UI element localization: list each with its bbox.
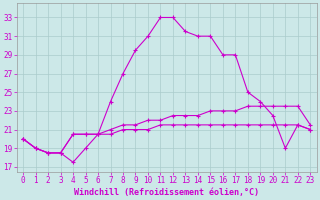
X-axis label: Windchill (Refroidissement éolien,°C): Windchill (Refroidissement éolien,°C)	[74, 188, 259, 197]
